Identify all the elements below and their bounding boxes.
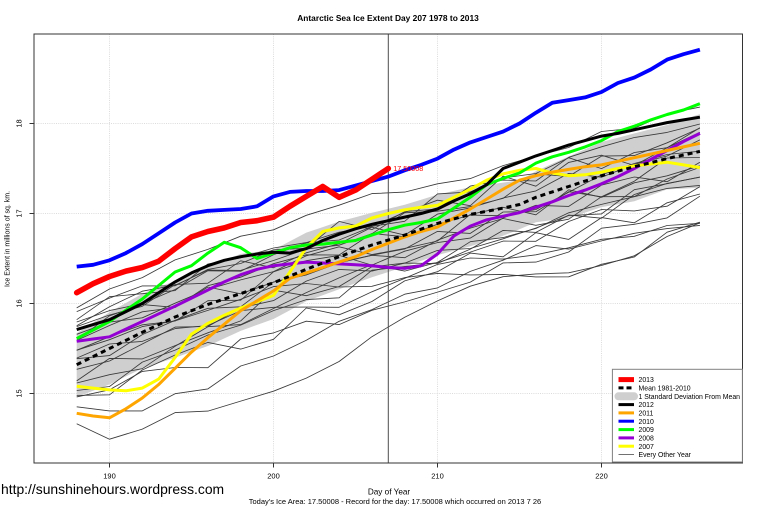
svg-text:2008: 2008 [639,436,654,443]
svg-text:16: 16 [15,299,24,307]
svg-text:2013: 2013 [639,377,654,384]
svg-text:2007: 2007 [639,444,654,451]
svg-text:15: 15 [15,389,24,397]
svg-text:220: 220 [595,472,608,481]
svg-text:17.50008: 17.50008 [393,164,423,173]
svg-text:Day of Year: Day of Year [368,488,411,497]
svg-text:200: 200 [267,472,280,481]
svg-text:2012: 2012 [639,402,654,409]
svg-text:2010: 2010 [639,419,654,426]
svg-text:2009: 2009 [639,427,654,434]
svg-text:Antarctic Sea Ice Extent Day 2: Antarctic Sea Ice Extent Day 207 1978 to… [297,13,479,23]
svg-text:210: 210 [431,472,444,481]
svg-text:18: 18 [15,119,24,127]
svg-text:1 Standard Deviation From Mean: 1 Standard Deviation From Mean [639,394,741,401]
svg-text:Ice Extent in millions of sq.: Ice Extent in millions of sq. km. [5,191,12,287]
svg-text:Every Other Year: Every Other Year [639,452,692,459]
svg-text:http://sunshinehours.wordpress: http://sunshinehours.wordpress.com [1,481,224,497]
svg-text:17: 17 [15,209,24,217]
svg-text:190: 190 [103,472,116,481]
svg-text:Mean 1981-2010: Mean 1981-2010 [639,386,691,393]
svg-text:Today's Ice Area: 17.50008 -: Today's Ice Area: 17.50008 - Record for … [249,497,541,506]
svg-text:2011: 2011 [639,411,654,418]
